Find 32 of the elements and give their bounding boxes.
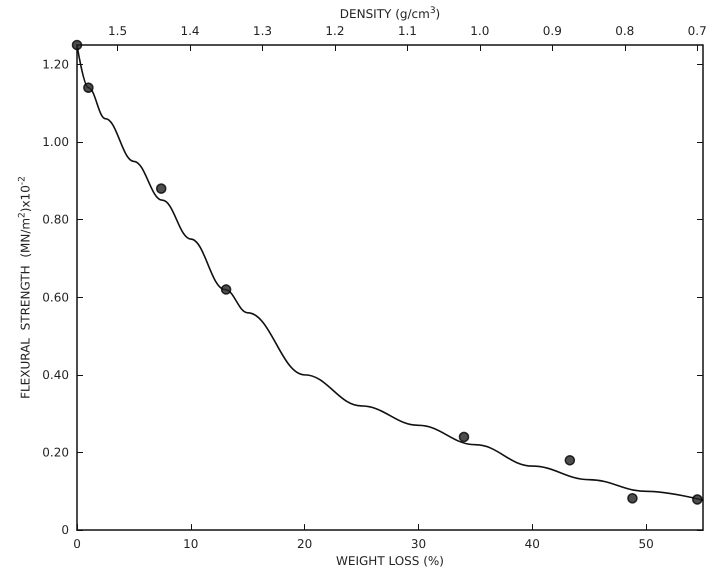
x-tick-label: 20 [296, 537, 312, 552]
point [72, 40, 82, 50]
x2-tick-label: 1.3 [252, 24, 272, 38]
point [83, 82, 94, 93]
point [156, 183, 166, 194]
x2-tick-label: 1.0 [470, 24, 490, 38]
y-tick-label: 0 [61, 523, 69, 538]
x-tick-label: 0 [73, 537, 81, 552]
x-tick-label: 10 [183, 537, 198, 552]
x2-tick-label: 0.9 [542, 24, 562, 38]
y-tick-label: 0.60 [42, 290, 69, 304]
x2-tick-label: 0.7 [688, 24, 707, 38]
y-tick-label: 1.20 [42, 57, 69, 72]
x2-tick-label: 1.4 [180, 24, 200, 38]
point [220, 284, 232, 295]
y-tick-label: 0.20 [42, 445, 69, 460]
x2-tick-label: 1.5 [108, 24, 128, 38]
point [692, 494, 703, 505]
x-tick-label: 40 [524, 537, 540, 552]
y-tick-label: 0.80 [42, 212, 69, 227]
y-axis-title: FLEXURAL STRENGTH (MN/m2)x10-2 [17, 176, 32, 399]
point [627, 493, 638, 504]
x-tick-label: 30 [410, 537, 426, 552]
point [458, 432, 470, 442]
y-tick-label: 0.40 [42, 368, 69, 382]
point [564, 455, 576, 466]
x-axis-title: WEIGHT LOSS (%) [336, 554, 444, 568]
x2-tick-label: 1.1 [398, 24, 417, 38]
x2-tick-label: 0.8 [615, 24, 634, 38]
x2-tick-label: 1.2 [325, 24, 344, 38]
x-tick-label: 50 [638, 537, 654, 552]
y-tick-label: 1.00 [42, 135, 69, 150]
